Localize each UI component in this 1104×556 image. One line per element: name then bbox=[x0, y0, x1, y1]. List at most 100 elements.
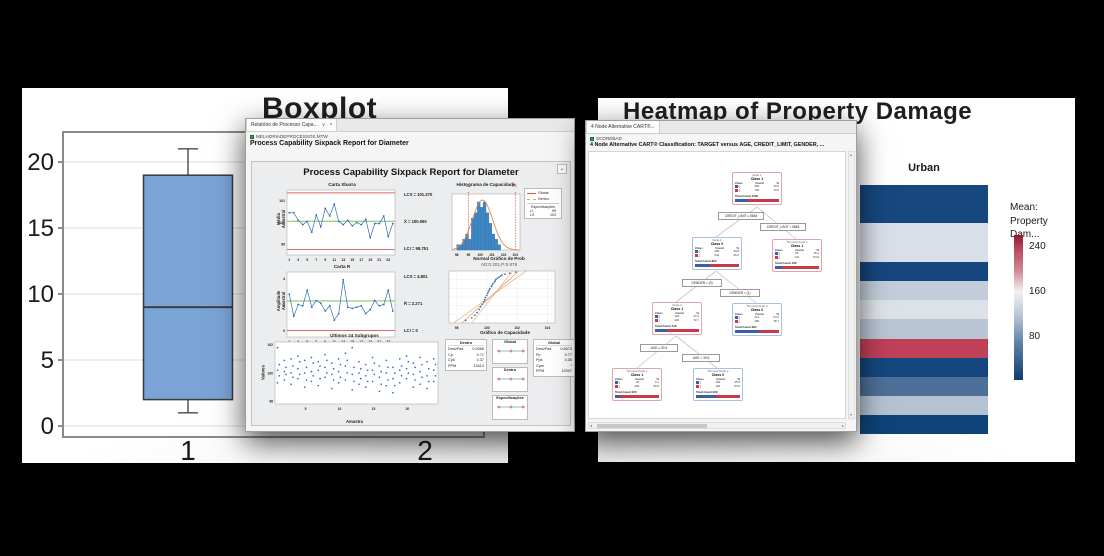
tree-node-t1[interactable]: Terminal Node 1 Class 1 Class Count% 0 20 9.1 1… bbox=[612, 368, 662, 401]
spec-ls-row: LS 103 bbox=[530, 213, 556, 217]
subgroups-scatter: 98 100 102 5 10 15 20 bbox=[267, 341, 439, 411]
interval-box-global: Global bbox=[492, 339, 528, 364]
heatmap-cell bbox=[860, 242, 988, 262]
scroll-right-icon[interactable]: ▸ bbox=[841, 423, 844, 428]
spec-box: Especificações LI 99 LS 103 bbox=[527, 203, 559, 217]
heatmap-grid bbox=[860, 185, 988, 435]
svg-text:15: 15 bbox=[372, 407, 376, 411]
horizontal-scrollbar[interactable]: ◂ ▸ bbox=[588, 422, 846, 429]
stat-row: DesvPad 0.9366 bbox=[448, 347, 484, 351]
rchart-title: Carta R bbox=[333, 264, 351, 269]
scroll-left-icon[interactable]: ◂ bbox=[590, 423, 593, 428]
cart-window: 4 Node Alternative CART®... SCOREBAD 4 N… bbox=[585, 120, 857, 432]
global-line-sample bbox=[527, 192, 536, 194]
histogram-title: Histograma de Capacidade bbox=[456, 182, 516, 187]
xbar-center-label: X̅ = 100.060 bbox=[404, 219, 427, 224]
split-rule-s1a: CREDIT_LIMIT ≤ 5848 bbox=[718, 212, 764, 220]
normal-probability-plot: 98 100 102 104 bbox=[448, 270, 556, 330]
stat-row: Cpm * bbox=[536, 363, 572, 368]
heatmap-cell bbox=[860, 396, 988, 416]
legend-title-line1: Mean: bbox=[1010, 202, 1038, 213]
worksheet-line: MELHORIADEPROCESSOS.MTW bbox=[246, 132, 574, 139]
scroll-down-icon[interactable]: ▾ bbox=[850, 412, 853, 417]
scrollbar-thumb[interactable] bbox=[597, 424, 707, 428]
legend-item-dentro: Dentro bbox=[527, 196, 559, 202]
cart-worksheet-icon bbox=[590, 136, 594, 141]
capability-tab[interactable]: Relatório de Processo Capa... ∨ × bbox=[246, 119, 338, 131]
capability-tab-bar: Relatório de Processo Capa... ∨ × bbox=[246, 119, 574, 132]
tree-node-n2[interactable]: Node 2 Class 0 Class Count% 0 290 34.8 1 544 65.2… bbox=[692, 237, 742, 270]
split-rule-s2a: GENDER = (0) bbox=[682, 279, 722, 287]
heatmap-cell bbox=[860, 280, 988, 301]
tree-node-t4[interactable]: Terminal Node 4 Class 1 Class Count% 0 25 15.1… bbox=[772, 239, 822, 272]
tree-node-n1[interactable]: Node 1 Class 1 Class Count% 0 300 30.0 1 700 70.0… bbox=[732, 172, 782, 205]
svg-text:100: 100 bbox=[267, 371, 273, 375]
svg-text:13: 13 bbox=[341, 258, 345, 262]
svg-text:15: 15 bbox=[350, 258, 354, 262]
stat-row: Ppk 0.36 bbox=[536, 358, 572, 362]
spec-li-row: LI 99 bbox=[530, 209, 556, 213]
dentro-stats-box: Dentro DesvPad 0.9366 Cp 0.71 Cpk 0.37 PPM 1341… bbox=[445, 339, 487, 371]
ls-spec-label: LS bbox=[512, 184, 517, 188]
heatmap-column-label: Urban bbox=[908, 162, 940, 174]
stat-row: Pp 0.77 bbox=[536, 352, 572, 357]
cart-tree-canvas: CREDIT_LIMIT ≤ 5848 CREDIT_LIMIT > 5848 GE… bbox=[588, 151, 846, 419]
cart-worksheet-line: SCOREBAD bbox=[586, 134, 856, 141]
split-rule-s3a: AGE ≤ 30.5 bbox=[640, 344, 678, 352]
heatmap-legend-title: Mean: Property Dam... bbox=[1010, 201, 1075, 242]
scroll-up-icon[interactable]: ▴ bbox=[850, 152, 853, 157]
heatmap-cell bbox=[860, 223, 988, 243]
legend-tick-240: 240 bbox=[1029, 241, 1046, 252]
tree-node-t3[interactable]: Terminal Node 3 Class 0 Class Count% 0 214 54.… bbox=[732, 303, 782, 336]
last24-xlabel: Amostra bbox=[346, 419, 363, 424]
svg-text:2: 2 bbox=[283, 303, 285, 307]
worksheet-icon bbox=[250, 134, 254, 139]
tab-collapse-icon[interactable]: ∨ bbox=[321, 122, 326, 128]
worksheet-name: MELHORIADEPROCESSOS.MTW bbox=[256, 134, 328, 139]
svg-text:104: 104 bbox=[545, 326, 551, 330]
tab-close-icon[interactable]: × bbox=[329, 122, 333, 128]
stat-row: PPM 12007 bbox=[536, 369, 572, 373]
svg-text:1: 1 bbox=[288, 258, 290, 262]
split-rule-s3b: AGE > 30.5 bbox=[682, 354, 720, 362]
heatmap-cell bbox=[860, 357, 988, 377]
heatmap-cell bbox=[860, 338, 988, 358]
vertical-scrollbar[interactable]: ▴ ▾ bbox=[848, 151, 855, 419]
svg-text:2: 2 bbox=[417, 435, 433, 463]
r-lcl-label: LCI = 0 bbox=[404, 328, 418, 333]
xbar-lcl-label: LCI = 98.751 bbox=[404, 246, 429, 251]
split-rule-s1b: CREDIT_LIMIT > 5848 bbox=[760, 223, 806, 231]
stat-row: Cp 0.71 bbox=[448, 352, 484, 357]
heatmap-cell bbox=[860, 415, 988, 435]
stat-row: Cpk 0.37 bbox=[448, 358, 484, 362]
svg-text:100: 100 bbox=[477, 253, 483, 257]
capability-tab-label: Relatório de Processo Capa... bbox=[251, 122, 318, 128]
capability-report-window: Relatório de Processo Capa... ∨ × MELHOR… bbox=[245, 118, 575, 432]
heatmap-color-scale bbox=[1014, 235, 1023, 380]
xbar-ucl-label: LCS = 101.370 bbox=[404, 192, 433, 197]
dentro-line-sample bbox=[527, 198, 536, 200]
spec-title: Especificações bbox=[531, 205, 555, 209]
svg-text:3: 3 bbox=[297, 258, 299, 262]
interval-box-dentro: Dentro bbox=[492, 367, 528, 392]
svg-text:20: 20 bbox=[406, 407, 410, 411]
stat-row: DesvPad 0.8673 bbox=[536, 347, 572, 351]
tree-node-n3[interactable]: Node 3 Class 1 Class Count% 0 120 27.3 1 320 72.7… bbox=[652, 302, 702, 335]
graph-collapse-button[interactable]: ⌄ bbox=[557, 164, 567, 174]
graph-title: Process Capability Sixpack Report for Di… bbox=[303, 167, 519, 178]
cart-tab[interactable]: 4 Node Alternative CART®... bbox=[586, 121, 660, 133]
cart-heading: 4 Node Alternative CART® Classification:… bbox=[590, 142, 825, 148]
svg-text:102: 102 bbox=[514, 326, 520, 330]
tree-node-t2[interactable]: Terminal Node 2 Class 0 Class Count% 0 100 45.… bbox=[693, 368, 743, 401]
svg-text:98: 98 bbox=[455, 253, 459, 257]
svg-text:103: 103 bbox=[513, 253, 519, 257]
svg-text:5: 5 bbox=[305, 407, 307, 411]
svg-text:98: 98 bbox=[455, 326, 459, 330]
svg-text:19: 19 bbox=[368, 258, 372, 262]
split-rule-s2b: GENDER = (1) bbox=[720, 289, 760, 297]
svg-text:101: 101 bbox=[489, 253, 495, 257]
report-heading: Process Capability Sixpack Report for Di… bbox=[250, 140, 409, 147]
